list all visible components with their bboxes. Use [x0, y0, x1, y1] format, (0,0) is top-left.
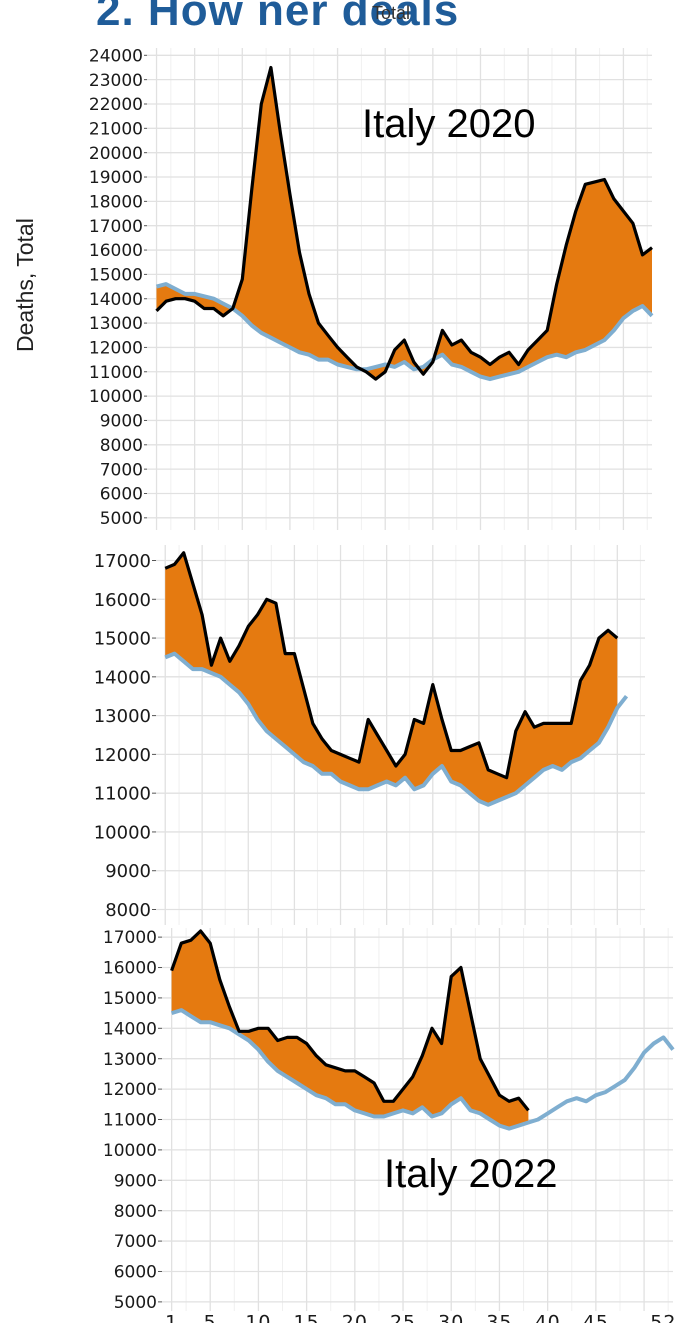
- baseline-series-line: [164, 651, 629, 807]
- y-tick-label: 18000: [89, 192, 143, 212]
- y-tick-label: 11000: [94, 784, 151, 805]
- y-tick-label: 16000: [94, 590, 151, 611]
- y-tick-label: 8000: [114, 1202, 157, 1222]
- y-tick-label: 14000: [94, 667, 151, 688]
- x-tick-label: 25: [390, 1311, 416, 1323]
- x-tick-label: 52: [650, 1311, 676, 1323]
- baseline-series-line: [171, 1008, 675, 1131]
- y-tick-label: 12000: [103, 1080, 157, 1100]
- y-tick-label: 10000: [94, 822, 151, 843]
- y-tick-label: 8000: [105, 900, 151, 921]
- y-tick-label: 21000: [89, 119, 143, 139]
- total-series-line: [155, 65, 653, 381]
- y-tick-label: 19000: [89, 168, 143, 188]
- y-tick-label: 11000: [103, 1111, 157, 1131]
- chart-panel-2021: 8000 9000 10000 11000 12000 13000 14000 15000 16…: [94, 545, 645, 925]
- y-tick-label: 24000: [89, 46, 143, 66]
- y-tick-label: 12000: [89, 339, 143, 359]
- x-tick-label: 30: [438, 1311, 464, 1323]
- y-tick-label: 17000: [94, 551, 151, 572]
- y-tick-label: 14000: [103, 1019, 157, 1039]
- y-tick-label: 10000: [89, 387, 143, 407]
- x-tick-label: 10: [245, 1311, 271, 1323]
- excess-area: [156, 67, 652, 380]
- y-tick-label: 17000: [89, 217, 143, 237]
- x-tick-label: 15: [294, 1311, 320, 1323]
- y-tick-label: 13000: [89, 314, 143, 334]
- x-tick-label: 45: [583, 1311, 609, 1323]
- y-tick-label: 15000: [103, 989, 157, 1009]
- excess-area: [171, 931, 529, 1129]
- y-tick-label: 16000: [103, 959, 157, 979]
- total-series-line: [164, 551, 619, 780]
- chart-panel-2022: 5000 6000 7000 8000 9000 10000 11000 12000 13000…: [103, 928, 676, 1323]
- y-tick-label: 23000: [89, 71, 143, 91]
- y-tick-label: 17000: [103, 928, 157, 948]
- y-tick-label: 15000: [94, 629, 151, 650]
- slide-title: 2. How ner deals: [96, 0, 460, 35]
- y-tick-label: 22000: [89, 95, 143, 115]
- y-tick-label: 7000: [100, 460, 143, 480]
- x-tick-label: 20: [342, 1311, 368, 1323]
- y-tick-label: 13000: [94, 706, 151, 727]
- chart-subtitle: Total: [372, 3, 411, 23]
- y-tick-label: 9000: [100, 412, 143, 432]
- y-tick-label: 5000: [114, 1293, 157, 1313]
- panel-label-2020: Italy 2020: [362, 102, 536, 146]
- y-tick-label: 6000: [114, 1263, 157, 1283]
- y-axis-label: Deaths, Total: [12, 218, 38, 352]
- y-tick-label: 5000: [100, 509, 143, 529]
- y-tick-label: 10000: [103, 1141, 157, 1161]
- y-tick-label: 6000: [100, 485, 143, 505]
- y-tick-label: 8000: [100, 436, 143, 456]
- y-tick-label: 11000: [89, 363, 143, 383]
- x-tick-label: 5: [204, 1311, 217, 1323]
- x-tick-label: 1: [165, 1311, 178, 1323]
- y-tick-label: 7000: [114, 1232, 157, 1252]
- chart-panel-2020: 5000 6000 7000 8000 9000 10000 11000 12000 13000…: [89, 46, 654, 530]
- y-tick-label: 20000: [89, 144, 143, 164]
- y-tick-label: 13000: [103, 1050, 157, 1070]
- y-tick-label: 15000: [89, 266, 143, 286]
- y-tick-label: 12000: [94, 745, 151, 766]
- y-tick-label: 9000: [105, 861, 151, 882]
- y-tick-label: 9000: [114, 1171, 157, 1191]
- total-series-line: [170, 929, 530, 1112]
- y-tick-label: 14000: [89, 290, 143, 310]
- x-tick-label: 40: [535, 1311, 561, 1323]
- baseline-series-line: [155, 282, 654, 382]
- x-tick-label: 35: [486, 1311, 512, 1323]
- y-tick-label: 16000: [89, 241, 143, 261]
- panel-label-2022: Italy 2022: [384, 1152, 558, 1196]
